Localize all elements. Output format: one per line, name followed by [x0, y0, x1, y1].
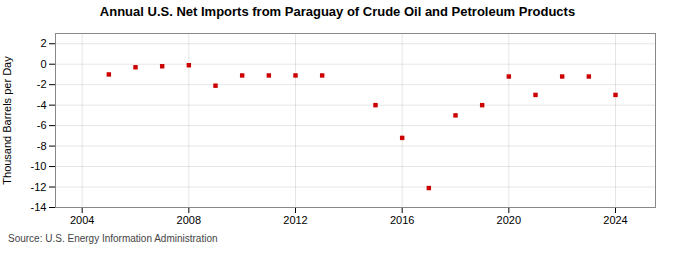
svg-text:2016: 2016: [390, 214, 414, 226]
svg-text:-8: -8: [37, 140, 47, 152]
svg-text:-6: -6: [37, 119, 47, 131]
html-text:Source: U.S. Energy Informatio: Source: U.S. Energy Information Administ…: [8, 233, 218, 244]
svg-text:2004: 2004: [70, 214, 94, 226]
svg-text:0: 0: [40, 58, 46, 70]
svg-text:2020: 2020: [497, 214, 521, 226]
svg-text:-10: -10: [31, 160, 47, 172]
html-text:Annual U.S. Net Imports from P: Annual U.S. Net Imports from Paraguay of…: [99, 4, 576, 19]
svg-text:Thousand Barrels per Day: Thousand Barrels per Day: [1, 56, 13, 185]
svg-text:-2: -2: [37, 78, 47, 90]
svg-text:2012: 2012: [283, 214, 307, 226]
svg-text:-12: -12: [31, 181, 47, 193]
svg-text:2: 2: [40, 37, 46, 49]
svg-text:2008: 2008: [177, 214, 201, 226]
svg-text:-14: -14: [31, 201, 47, 213]
svg-text:-4: -4: [37, 99, 47, 111]
svg-text:2024: 2024: [603, 214, 627, 226]
